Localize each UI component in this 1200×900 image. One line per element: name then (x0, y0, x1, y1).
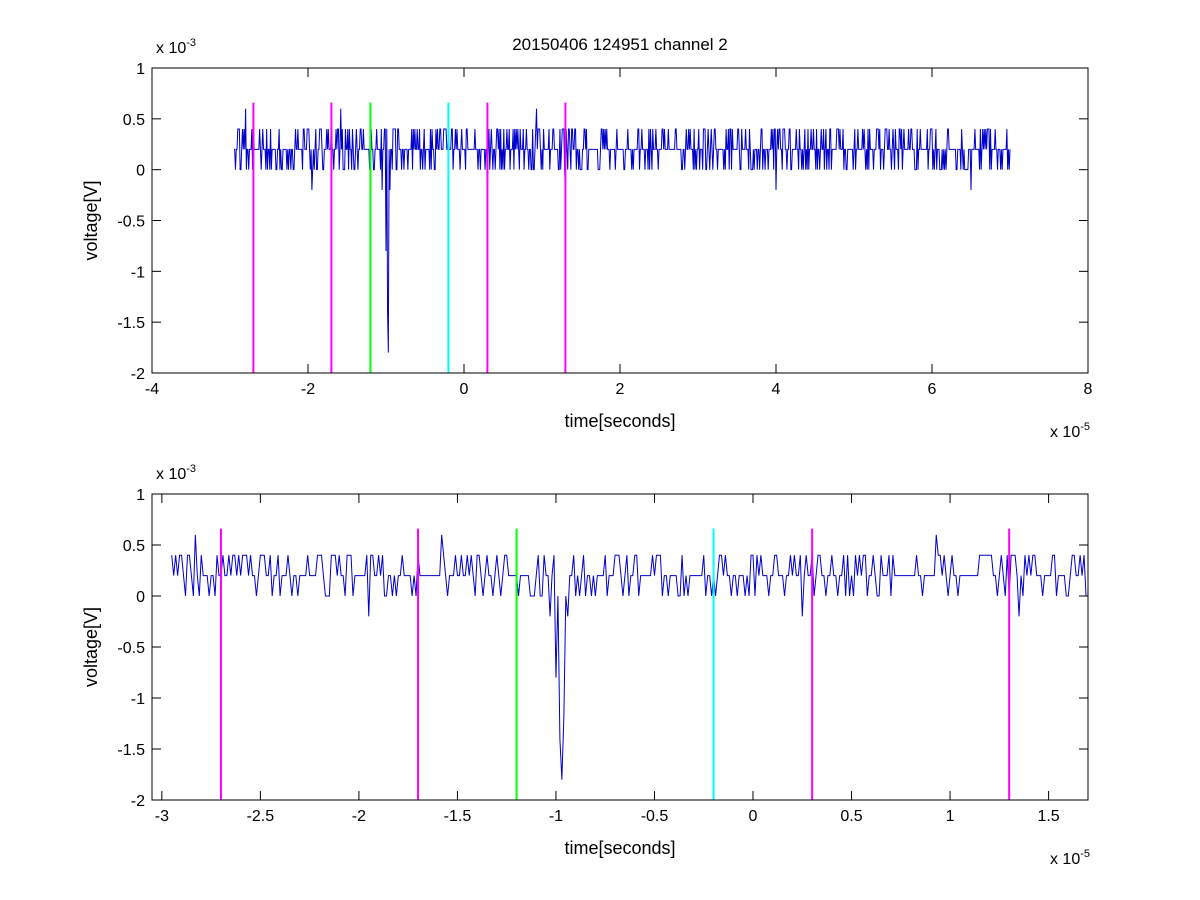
x-tick-label: 1 (946, 808, 955, 825)
y-tick-label: 0 (136, 163, 145, 180)
signal-series-line (171, 534, 1088, 780)
x-tick-label: -1 (549, 808, 563, 825)
y-exponent-label: x 10-3 (156, 463, 196, 483)
x-tick-label: 4 (772, 381, 781, 398)
x-tick-label: -0.5 (641, 808, 669, 825)
x-exponent-label: x 10-5 (1050, 848, 1090, 868)
x-tick-label: 0.5 (840, 808, 862, 825)
y-axis-label: voltage[V] (81, 180, 101, 260)
y-tick-label: 0.5 (123, 112, 145, 129)
y-tick-label: -0.5 (117, 640, 145, 657)
y-exponent-label: x 10-3 (156, 37, 196, 57)
x-exponent-power: -5 (1080, 421, 1090, 433)
x-tick-label: -3 (155, 808, 169, 825)
x-exponent-base: x 10 (1050, 851, 1080, 868)
x-exponent-base: x 10 (1050, 424, 1080, 441)
y-exponent-power: -3 (186, 463, 196, 475)
x-tick-label: 2 (616, 381, 625, 398)
x-tick-label: 8 (1084, 381, 1093, 398)
x-tick-label: -2 (301, 381, 315, 398)
y-tick-label: -1.5 (117, 742, 145, 759)
y-tick-label: -2 (131, 366, 145, 383)
x-axis-label: time[seconds] (564, 411, 675, 431)
y-axis-label: voltage[V] (81, 607, 101, 687)
x-axis-label: time[seconds] (564, 838, 675, 858)
y-tick-label: -1 (131, 264, 145, 281)
x-tick-label: 0 (749, 808, 758, 825)
y-tick-label: -1.5 (117, 315, 145, 332)
x-tick-label: 1.5 (1037, 808, 1059, 825)
y-tick-label: 1 (136, 61, 145, 78)
y-exponent-base: x 10 (156, 40, 186, 57)
x-tick-label: -2 (352, 808, 366, 825)
x-tick-label: -2.5 (247, 808, 275, 825)
y-tick-label: -1 (131, 691, 145, 708)
y-tick-label: -2 (131, 793, 145, 810)
y-exponent-base: x 10 (156, 466, 186, 483)
chart-2: -3 -2.5 -2 -1.5 -1 -0.5 0 0.5 1 1.5 -2 -1.5 -1 -0.5 0 0… (81, 463, 1090, 868)
x-exponent-label: x 10-5 (1050, 421, 1090, 441)
plot-area (152, 494, 1088, 800)
chart-title: 20150406 124951 channel 2 (512, 35, 728, 54)
x-tick-label: 6 (928, 381, 937, 398)
x-exponent-power: -5 (1080, 848, 1090, 860)
x-tick-label: -1.5 (444, 808, 472, 825)
y-tick-label: -0.5 (117, 214, 145, 231)
y-exponent-power: -3 (186, 37, 196, 49)
y-tick-label: 1 (136, 487, 145, 504)
x-tick-label: -4 (145, 381, 159, 398)
signal-series-line (233, 108, 1011, 353)
y-tick-label: 0.5 (123, 538, 145, 555)
x-tick-label: 0 (460, 381, 469, 398)
plot-area (152, 68, 1088, 373)
chart-1: -4 -2 0 2 4 6 8-2-1.5-1-0.500.51x 10-3x 10-5ti… (81, 35, 1093, 441)
y-tick-label: 0 (136, 589, 145, 606)
